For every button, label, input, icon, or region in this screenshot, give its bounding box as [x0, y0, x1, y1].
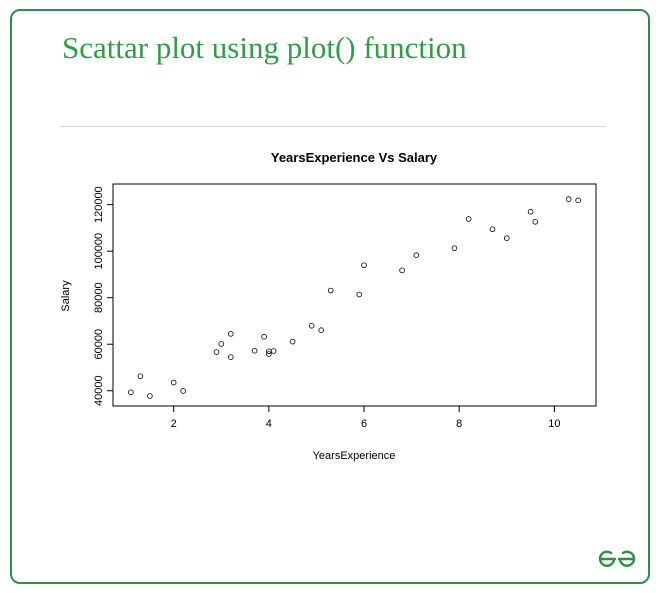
y-tick-label: 60000 [93, 329, 105, 360]
x-axis: 2 4 6 8 10 [171, 406, 560, 430]
data-point [465, 216, 472, 222]
data-point [503, 235, 510, 242]
data-point [327, 287, 334, 294]
data-point [213, 349, 220, 355]
data-point [318, 327, 324, 333]
chart-title: YearsExperience Vs Salary [271, 150, 438, 165]
y-tick-label: 80000 [93, 282, 105, 313]
data-point [527, 208, 534, 215]
data-point [270, 348, 277, 354]
y-tick-label: 40000 [93, 375, 105, 406]
data-point [266, 351, 272, 357]
data-point [532, 218, 539, 225]
slide-frame [10, 9, 650, 584]
x-tick-label: 6 [361, 418, 367, 430]
gfg-logo-icon [598, 550, 636, 567]
data-point [489, 226, 496, 233]
data-point [261, 333, 267, 340]
y-tick-label: 120000 [93, 186, 105, 223]
data-point [170, 379, 177, 386]
data-point [289, 338, 296, 345]
y-tick-label: 100000 [93, 233, 105, 270]
data-points [128, 196, 581, 399]
data-point [128, 389, 134, 396]
heading-divider [60, 126, 606, 127]
data-point [227, 354, 234, 360]
data-point [227, 331, 234, 337]
plot-frame [112, 183, 597, 407]
y-axis-label: Salary [60, 280, 72, 312]
x-tick-label: 8 [456, 418, 462, 430]
data-point [575, 197, 581, 204]
x-tick-label: 2 [171, 418, 177, 430]
data-point [413, 252, 420, 259]
data-point [361, 262, 367, 269]
data-point [180, 388, 186, 394]
x-axis-label: YearsExperience [313, 450, 396, 462]
data-point [251, 347, 258, 354]
data-point [399, 267, 405, 274]
x-tick-label: 10 [548, 418, 560, 430]
data-point [147, 393, 153, 399]
slide-heading: Scattar plot using plot() function [62, 30, 467, 65]
data-point [565, 196, 572, 202]
data-point [451, 245, 458, 251]
data-point [356, 291, 363, 298]
y-axis: 40000 60000 80000 100000 120000 [93, 186, 113, 406]
data-point [218, 341, 225, 347]
data-point [308, 322, 315, 329]
x-tick-label: 4 [266, 418, 272, 430]
data-point [137, 373, 144, 380]
